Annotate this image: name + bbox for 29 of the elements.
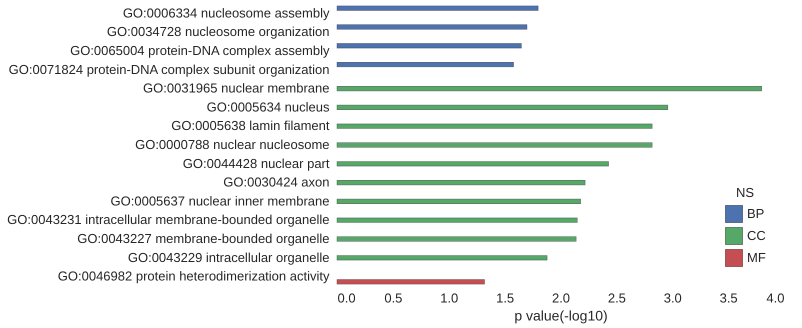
legend-label: CC	[747, 228, 766, 243]
x-tick-label: 2.0	[552, 290, 570, 306]
x-tick-label: 3.5	[720, 290, 738, 306]
y-tick-label: GO:0043229 intracellular organelle	[128, 250, 330, 265]
y-tick-label: GO:0031965 nuclear membrane	[143, 80, 330, 96]
y-tick-label: GO:0043231 intracellular membrane-bounded organelle	[7, 212, 330, 228]
y-tick-label: GO:0071824 protein-DNA complex subunit organization	[8, 62, 330, 77]
x-tick-label: 0.0	[338, 290, 356, 306]
y-tick-label: GO:0005634 nucleus	[206, 99, 330, 114]
x-tick-label: 3.0	[664, 290, 682, 306]
legend-title: NS	[736, 185, 754, 200]
y-tick-label: GO:0043227 membrane-bounded organelle	[77, 231, 330, 246]
y-tick-label: GO:0006334 nucleosome assembly	[122, 5, 330, 20]
y-tick-label: GO:0030424 axon	[223, 174, 330, 190]
legend-label: BP	[747, 206, 764, 221]
x-tick-label: 1.5	[496, 290, 514, 306]
y-tick-label: GO:0005638 lamin filament	[171, 118, 330, 134]
y-tick-label: GO:0005637 nuclear inner membrane	[110, 193, 330, 208]
x-tick-label: 0.5	[384, 290, 402, 306]
y-tick-label: GO:0034728 nucleosome organization	[106, 24, 330, 40]
y-tick-label: GO:0065004 protein-DNA complex assembly	[70, 43, 330, 58]
legend-label: MF	[747, 250, 766, 265]
y-tick-label: GO:0046982 protein heterodimerization activity	[58, 268, 330, 284]
x-tick-label: 2.5	[608, 290, 626, 306]
x-tick-label: 1.0	[440, 290, 458, 306]
x-axis-title: p value(-log10)	[514, 308, 608, 324]
y-tick-label: GO:0000788 nuclear nucleosome	[135, 137, 330, 152]
y-tick-label: GO:0044428 nuclear part	[182, 156, 330, 171]
x-tick-label: 4.0	[766, 290, 784, 306]
